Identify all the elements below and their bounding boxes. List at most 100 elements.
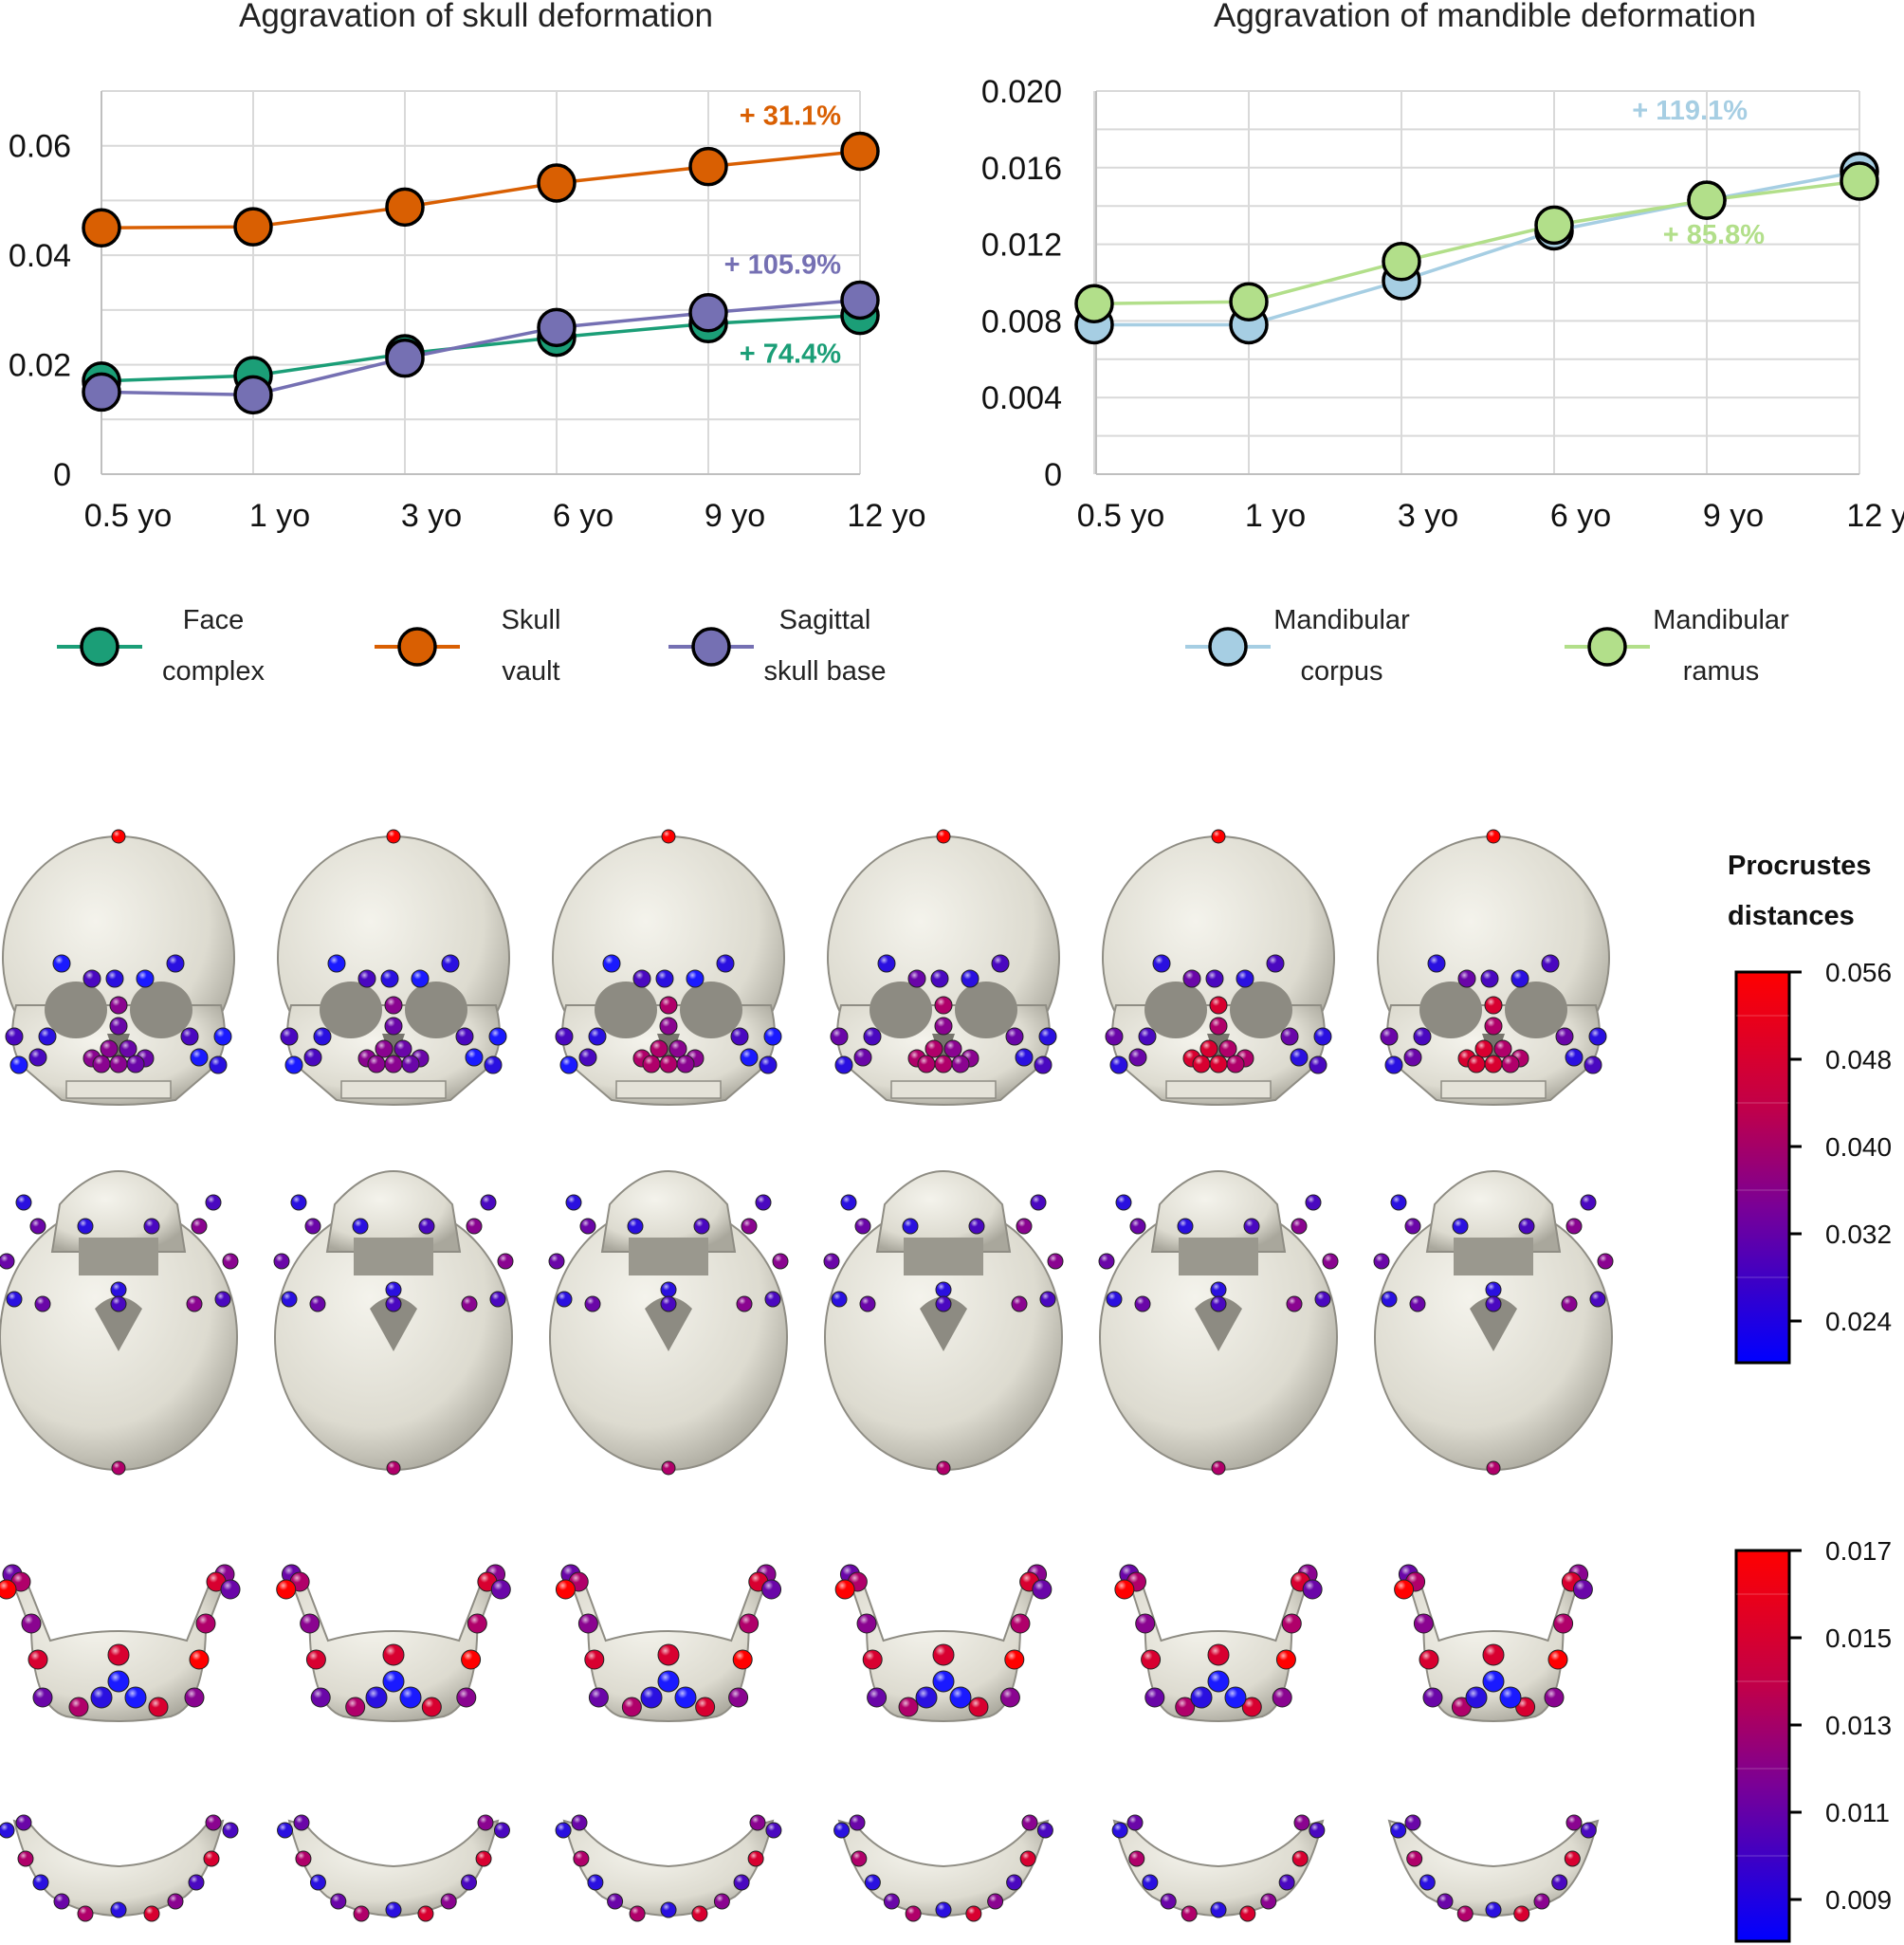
data-point	[1840, 161, 1879, 201]
landmark-highlight	[274, 1254, 289, 1269]
landmark-highlight	[78, 1906, 93, 1921]
landmark-highlight	[1542, 955, 1559, 972]
landmark-highlight	[1303, 1580, 1323, 1599]
landmark-highlight	[835, 1056, 852, 1073]
landmark-highlight	[714, 1894, 730, 1909]
landmark-highlight	[345, 1697, 365, 1716]
y-tick-label: 0.016	[981, 151, 1062, 187]
series-line	[101, 149, 861, 230]
landmark-highlight	[1139, 1028, 1156, 1045]
landmark-highlight	[1481, 970, 1498, 987]
landmark-highlight	[1282, 1614, 1302, 1633]
legend-marker	[80, 627, 119, 667]
landmark-highlight	[573, 1851, 589, 1866]
palate-region	[1179, 1238, 1258, 1275]
skull-front-view	[1102, 829, 1335, 1106]
data-point	[688, 146, 728, 187]
landmark-highlight	[765, 1823, 781, 1838]
mandible-front-view	[276, 1564, 511, 1722]
legend-marker	[1208, 627, 1248, 667]
landmark-highlight	[764, 1028, 781, 1045]
data-point	[537, 163, 577, 203]
landmark-highlight	[650, 1040, 668, 1057]
landmark-highlight	[933, 1644, 954, 1665]
landmark-highlight	[694, 1219, 709, 1234]
landmark-highlight	[557, 1292, 572, 1307]
landmark-highlight	[933, 1671, 954, 1692]
landmark-highlight	[687, 970, 704, 987]
colorbar-tick-label: 0.013	[1825, 1711, 1892, 1740]
landmark-highlight	[1020, 1851, 1036, 1866]
landmark-highlight	[1107, 1292, 1122, 1307]
foramen-magnum	[645, 1296, 692, 1351]
landmark-highlight	[903, 1219, 918, 1234]
x-tick-label: 1 yo	[1245, 498, 1306, 534]
mandible-top-view	[277, 1814, 510, 1922]
mandible-top-view	[833, 1814, 1053, 1922]
landmark-highlight	[854, 1049, 871, 1066]
landmark-highlight	[1260, 1894, 1276, 1909]
landmark-highlight	[466, 1049, 483, 1066]
landmark-highlight	[456, 1688, 476, 1707]
landmark-highlight	[1419, 1650, 1438, 1669]
landmark-highlight	[658, 1644, 679, 1665]
landmark-highlight	[756, 1195, 771, 1210]
landmark-highlight	[196, 1614, 215, 1633]
landmark-highlight	[1374, 1254, 1389, 1269]
landmark-highlight	[1294, 1815, 1309, 1830]
palate-region	[629, 1238, 708, 1275]
landmark-highlight	[824, 1254, 839, 1269]
teeth-row	[1165, 1080, 1272, 1099]
landmark-highlight	[1405, 1815, 1420, 1830]
landmark-highlight	[181, 1028, 198, 1045]
landmark-highlight	[961, 970, 979, 987]
mandible-top-view	[0, 1814, 239, 1922]
landmark-highlight	[282, 1292, 297, 1307]
landmark-highlight	[760, 1056, 777, 1073]
landmark-highlight	[560, 1056, 577, 1073]
landmark-highlight	[908, 970, 925, 987]
mandible-deformation-chart: Aggravation of mandible deformation 0 0.0…	[981, 0, 1904, 534]
y-tick-label: 0.008	[981, 303, 1062, 339]
landmark-highlight	[442, 955, 459, 972]
x-tick-label: 0.5 yo	[84, 498, 173, 534]
y-tick-label: 0.020	[981, 74, 1062, 110]
landmark-highlight	[1135, 1614, 1155, 1633]
landmark-highlight	[223, 1254, 238, 1269]
landmark-highlight	[214, 1028, 231, 1045]
landmark-highlight	[1219, 1040, 1236, 1057]
series-change-annotation: + 74.4%	[740, 339, 841, 370]
landmark-highlight	[660, 997, 677, 1014]
mandible-occlusal-shape	[1112, 1819, 1325, 1917]
landmark-highlight	[1016, 1049, 1033, 1066]
landmark-highlight	[1486, 1282, 1501, 1297]
landmark-highlight	[833, 1823, 850, 1838]
landmark-highlight	[189, 1875, 204, 1890]
landmark-highlight	[867, 1688, 887, 1707]
landmark-highlight	[1291, 1049, 1308, 1066]
landmark-highlight	[167, 955, 184, 972]
landmark-highlight	[1589, 1028, 1606, 1045]
landmark-highlight	[1016, 1219, 1032, 1234]
landmark-highlight	[375, 1040, 393, 1057]
landmark-highlight	[1110, 1056, 1127, 1073]
landmark-highlight	[1034, 1056, 1052, 1073]
landmark-highlight	[111, 1296, 126, 1312]
landmark-highlight	[1022, 1815, 1037, 1830]
landmark-highlight	[35, 1296, 50, 1312]
landmark-highlight	[1267, 955, 1284, 972]
landmark-highlight	[383, 1644, 404, 1665]
legend-label-line2: corpus	[1300, 656, 1382, 687]
landmark-highlight	[1048, 1254, 1063, 1269]
landmark-highlight	[658, 1671, 679, 1692]
landmark-highlight	[1291, 1219, 1307, 1234]
landmark-highlight	[1437, 1894, 1453, 1909]
landmark-highlight	[656, 970, 673, 987]
legend-label-line2: vault	[502, 656, 559, 687]
landmark-highlight	[476, 1851, 492, 1866]
landmark-highlight	[1502, 1055, 1519, 1073]
landmark-highlight	[1210, 1018, 1227, 1035]
landmark-highlight	[1010, 1614, 1030, 1633]
landmark-highlight	[585, 1296, 600, 1312]
landmark-highlight	[925, 1040, 943, 1057]
